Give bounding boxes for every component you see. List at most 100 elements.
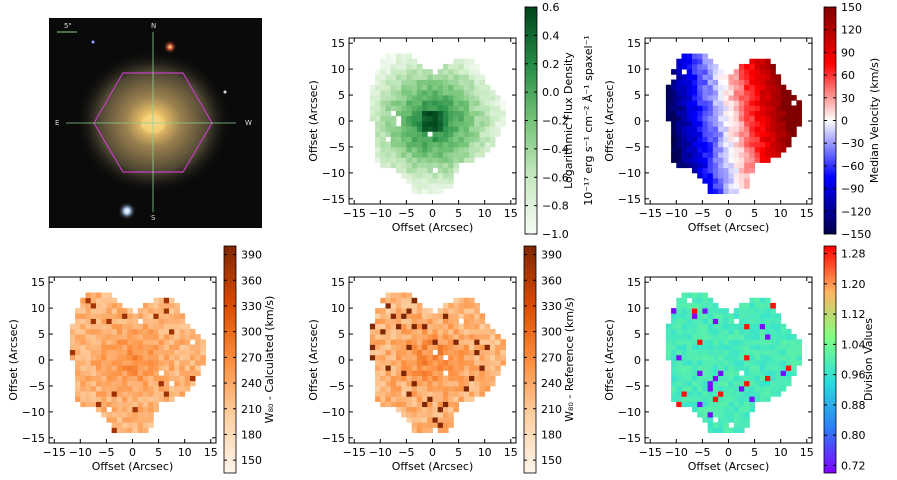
heatmap-cell <box>770 74 776 80</box>
heatmap-cell <box>712 63 719 70</box>
heatmap-cell <box>90 328 97 335</box>
y-tick-label: 0 <box>338 354 345 367</box>
heatmap-cell <box>775 126 782 132</box>
heatmap-cell <box>744 162 750 169</box>
heatmap-cell <box>437 422 444 428</box>
heatmap-cell <box>395 136 402 143</box>
heatmap-cell <box>691 136 698 143</box>
heatmap-cell <box>718 391 724 397</box>
heatmap-cell <box>442 146 449 153</box>
heatmap-cell <box>723 344 729 351</box>
heatmap-cell <box>122 406 128 413</box>
heatmap-cell <box>474 136 480 143</box>
heatmap-cell <box>749 74 755 80</box>
heatmap-cell <box>733 422 740 428</box>
heatmap-cell <box>153 396 159 402</box>
heatmap-cell <box>411 318 418 325</box>
heatmap-cell <box>437 152 444 158</box>
heatmap-cell <box>442 328 449 335</box>
heatmap-cell <box>749 152 755 158</box>
heatmap-cell <box>733 396 740 402</box>
heatmap-cell <box>390 292 397 299</box>
heatmap-cell <box>723 401 729 408</box>
heatmap-cell <box>416 411 423 418</box>
heatmap-cell <box>416 188 423 195</box>
heatmap-cell <box>759 308 766 314</box>
heatmap-cell <box>169 313 175 319</box>
heatmap-cell <box>422 360 428 366</box>
heatmap-cell <box>723 146 729 153</box>
heatmap-cell <box>85 401 92 408</box>
heatmap-cell <box>453 63 459 70</box>
heatmap-cell <box>158 360 165 366</box>
colorbar-tick-label: 30 <box>841 92 855 105</box>
heatmap-cell <box>158 339 165 345</box>
heatmap-cell <box>728 318 735 325</box>
heatmap-cell <box>158 323 165 330</box>
heatmap-cell <box>416 131 423 137</box>
heatmap-cell <box>448 183 454 189</box>
heatmap-cell <box>411 354 418 361</box>
heatmap-cell <box>148 365 154 371</box>
heatmap-cell <box>411 427 418 434</box>
heatmap-cell <box>754 308 761 314</box>
heatmap-cell <box>681 292 688 299</box>
heatmap-cell <box>380 349 386 356</box>
heatmap-cell <box>127 318 133 325</box>
heatmap-cell <box>406 84 413 91</box>
heatmap-cell <box>759 121 766 127</box>
heatmap-cell <box>733 89 740 96</box>
heatmap-cell <box>111 318 118 325</box>
heatmap-cell <box>127 417 133 423</box>
heatmap-cell <box>179 323 186 330</box>
y-tick-label: −15 <box>322 193 345 206</box>
heatmap-cell <box>676 370 682 376</box>
heatmap-cell <box>448 115 454 122</box>
heatmap-cell <box>442 183 449 189</box>
heatmap-cell <box>759 334 766 340</box>
heatmap-cell <box>759 344 766 351</box>
heatmap-cell <box>463 334 470 340</box>
heatmap-cell <box>489 380 496 387</box>
heatmap-cell <box>686 380 693 387</box>
heatmap-cell <box>411 370 418 376</box>
heatmap-cell <box>671 146 677 153</box>
x-tick-label: 0 <box>725 446 732 459</box>
heatmap-cell <box>676 84 682 91</box>
heatmap-cell <box>484 131 491 137</box>
heatmap-cell <box>411 146 418 153</box>
heatmap-cell <box>406 74 413 80</box>
heatmap-cell <box>479 110 486 117</box>
heatmap-cell <box>707 313 714 319</box>
heatmap-cell <box>728 375 735 382</box>
colorbar-tick-label: 180 <box>541 428 562 441</box>
heatmap-cell <box>127 401 133 408</box>
heatmap-cell <box>796 344 802 351</box>
heatmap-cell <box>686 323 693 330</box>
heatmap-cell <box>733 141 740 148</box>
heatmap-cell <box>416 422 423 428</box>
heatmap-cell <box>691 360 698 366</box>
heatmap-cell <box>770 63 776 70</box>
heatmap-cell <box>432 391 439 397</box>
heatmap-cell <box>770 380 776 387</box>
heatmap-cell <box>69 323 76 330</box>
heatmap-cell <box>416 365 423 371</box>
heatmap-cell <box>749 313 755 319</box>
heatmap-cell <box>796 100 802 106</box>
heatmap-cell <box>697 162 703 169</box>
heatmap-cell <box>749 79 755 86</box>
heatmap-cell <box>495 360 501 366</box>
heatmap-cell <box>375 328 381 335</box>
heatmap-cell <box>671 354 677 361</box>
heatmap-cell <box>728 349 735 356</box>
heatmap-cell <box>422 95 428 101</box>
heatmap-cell <box>195 344 201 351</box>
heatmap-cell <box>401 172 407 179</box>
heatmap-cell <box>111 422 118 428</box>
heatmap-cell <box>702 396 709 402</box>
heatmap-cell <box>95 292 102 299</box>
heatmap-cell <box>406 391 413 397</box>
heatmap-cell <box>169 349 175 356</box>
heatmap-cell <box>153 365 159 371</box>
